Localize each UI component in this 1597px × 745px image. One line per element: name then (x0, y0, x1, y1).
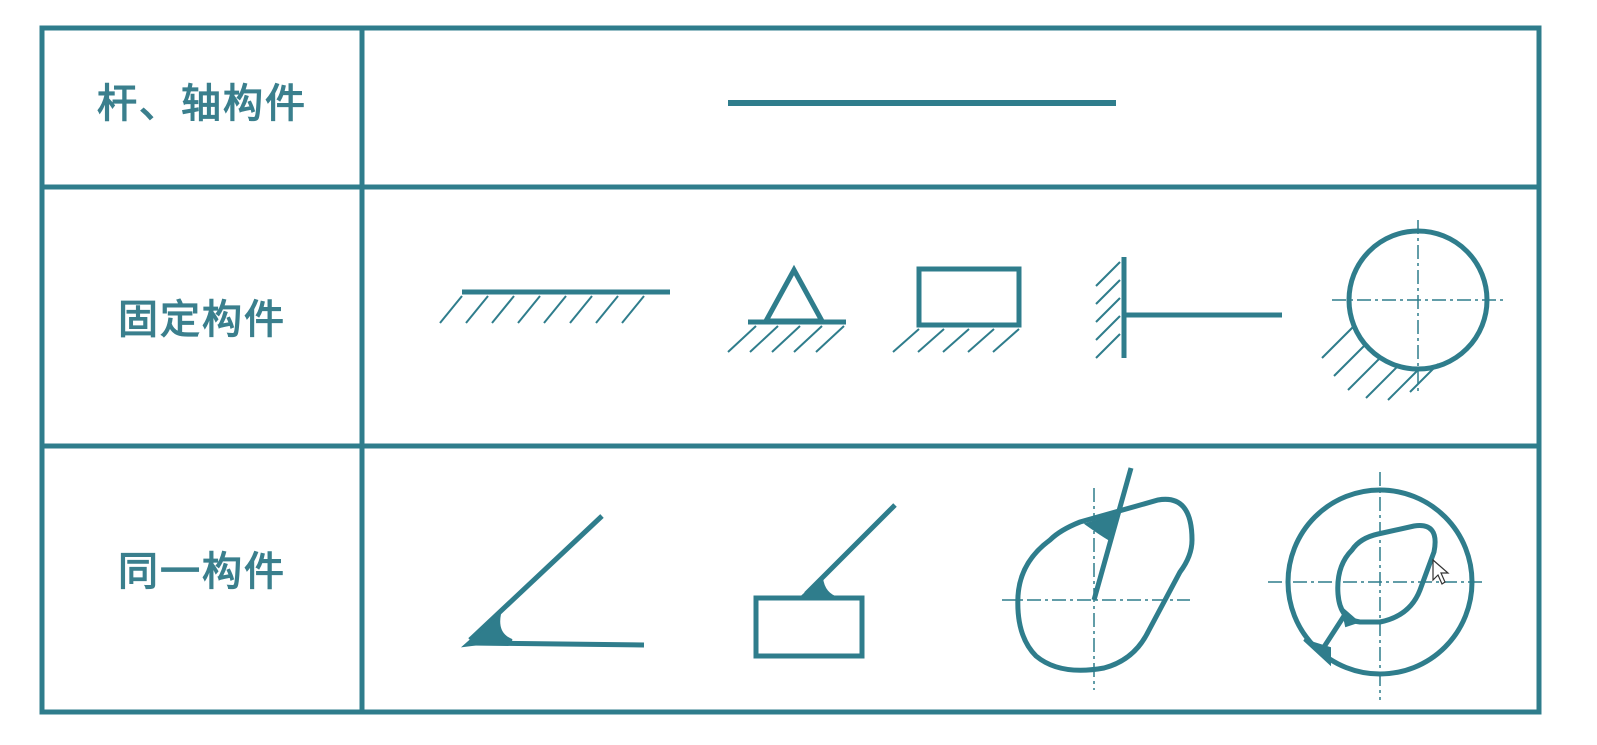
row-label-same-member: 同一构件 (118, 549, 286, 595)
mouse-cursor-icon (1432, 558, 1450, 585)
ring-cam-symbol (1268, 472, 1482, 700)
wall-bar-symbol (1095, 257, 1282, 359)
triangle-support-symbol (727, 264, 846, 353)
bar-rectangle-symbol (753, 503, 897, 659)
rectangle-ground-symbol (892, 266, 1022, 353)
table-grid (39, 25, 1542, 715)
cam-shaft-symbol (1002, 467, 1195, 690)
row-label-fixed: 固定构件 (118, 297, 286, 343)
welded-angle-symbol (460, 514, 645, 648)
row-label-rod: 杆、轴构件 (97, 81, 307, 127)
circle-fixed-symbol (1321, 220, 1506, 401)
hatched-ground-symbol (439, 289, 670, 324)
